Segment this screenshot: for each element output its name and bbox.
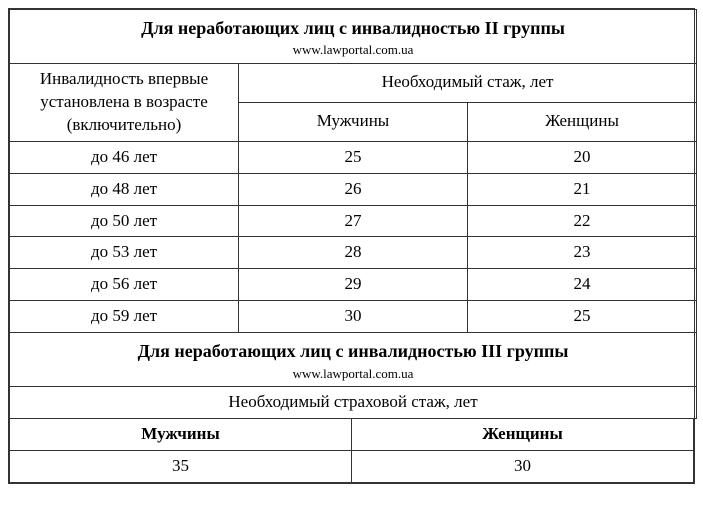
section1-title: Для неработающих лиц с инвалидностью ІІ … — [16, 16, 690, 40]
table-row: до 50 лет 27 22 — [10, 205, 697, 237]
section2-header-cell: Для неработающих лиц с инвалидностью ІІІ… — [10, 333, 697, 387]
women-cell: 21 — [468, 173, 697, 205]
men-cell: 30 — [239, 301, 468, 333]
section2-men-value: 35 — [10, 451, 352, 483]
age-cell: до 53 лет — [10, 237, 239, 269]
section2-stazh-row: Необходимый страховой стаж, лет — [10, 387, 697, 419]
section2-title: Для неработающих лиц с инвалидностью ІІІ… — [16, 339, 690, 363]
women-cell: 20 — [468, 141, 697, 173]
table-row: до 48 лет 26 21 — [10, 173, 697, 205]
women-header: Женщины — [468, 102, 697, 141]
age-cell: до 50 лет — [10, 205, 239, 237]
age-cell: до 59 лет — [10, 301, 239, 333]
section2-men-header: Мужчины — [10, 419, 352, 450]
table-row: до 59 лет 30 25 — [10, 301, 697, 333]
section2-subtitle: www.lawportal.com.ua — [16, 365, 690, 383]
section2-values-row: 35 30 — [10, 451, 694, 483]
table-row: до 56 лет 29 24 — [10, 269, 697, 301]
section1-header-cell: Для неработающих лиц с инвалидностью ІІ … — [10, 10, 697, 64]
table: Для неработающих лиц с инвалидностью ІІ … — [9, 9, 697, 419]
men-header: Мужчины — [239, 102, 468, 141]
women-cell: 23 — [468, 237, 697, 269]
age-cell: до 48 лет — [10, 173, 239, 205]
men-cell: 28 — [239, 237, 468, 269]
table-row: до 53 лет 28 23 — [10, 237, 697, 269]
men-cell: 26 — [239, 173, 468, 205]
age-cell: до 56 лет — [10, 269, 239, 301]
section2-table: Мужчины Женщины 35 30 — [9, 419, 694, 483]
section1-cols-row-1: Инвалидность впервые установлена в возра… — [10, 63, 697, 102]
women-cell: 25 — [468, 301, 697, 333]
women-cell: 24 — [468, 269, 697, 301]
section2-stazh-header: Необходимый страховой стаж, лет — [10, 387, 697, 419]
men-cell: 25 — [239, 141, 468, 173]
stazh-header: Необходимый стаж, лет — [239, 63, 697, 102]
section2-cols-row: Мужчины Женщины — [10, 419, 694, 450]
table-row: до 46 лет 25 20 — [10, 141, 697, 173]
requirements-table: Для неработающих лиц с инвалидностью ІІ … — [8, 8, 695, 484]
women-cell: 22 — [468, 205, 697, 237]
age-cell: до 46 лет — [10, 141, 239, 173]
section2-header-row: Для неработающих лиц с инвалидностью ІІІ… — [10, 333, 697, 387]
men-cell: 29 — [239, 269, 468, 301]
section2-women-value: 30 — [352, 451, 694, 483]
section1-subtitle: www.lawportal.com.ua — [16, 41, 690, 59]
men-cell: 27 — [239, 205, 468, 237]
section1-header-row: Для неработающих лиц с инвалидностью ІІ … — [10, 10, 697, 64]
section2-women-header: Женщины — [352, 419, 694, 450]
age-column-header: Инвалидность впервые установлена в возра… — [10, 63, 239, 141]
